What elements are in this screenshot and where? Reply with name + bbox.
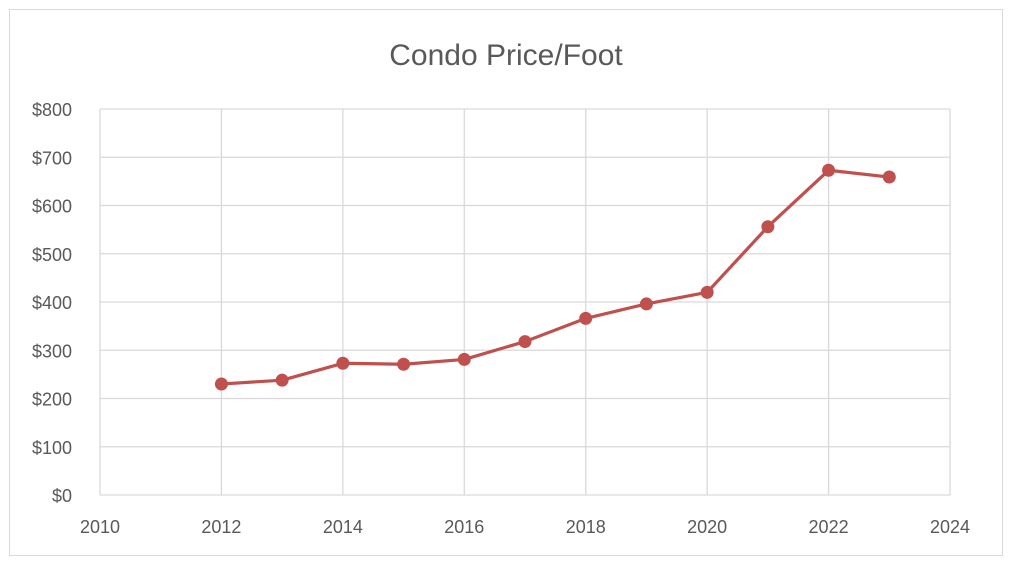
data-point <box>336 356 350 370</box>
y-tick-label: $100 <box>32 438 72 458</box>
data-point <box>761 220 775 234</box>
data-point <box>822 163 836 177</box>
y-tick-label: $300 <box>32 341 72 361</box>
series-line <box>221 168 890 386</box>
data-point <box>882 170 896 184</box>
data-point <box>579 311 593 325</box>
x-tick-label: 2020 <box>687 517 727 537</box>
y-tick-label: $800 <box>32 100 72 120</box>
data-point <box>397 357 411 371</box>
data-point <box>700 285 714 299</box>
data-point <box>214 377 228 391</box>
x-tick-label: 2014 <box>323 517 363 537</box>
data-point <box>457 352 471 366</box>
chart-frame <box>9 9 1003 556</box>
x-tick-label: 2022 <box>809 517 849 537</box>
x-tick-label: 2018 <box>566 517 606 537</box>
data-point <box>275 373 289 387</box>
y-tick-label: $200 <box>32 390 72 410</box>
y-tick-label: $600 <box>32 197 72 217</box>
chart-title: Condo Price/Foot <box>389 39 623 72</box>
x-tick-label: 2010 <box>80 517 120 537</box>
y-tick-label: $0 <box>52 486 72 506</box>
x-tick-label: 2024 <box>930 517 970 537</box>
data-point <box>639 297 653 311</box>
y-tick-label: $500 <box>32 245 72 265</box>
axis-ticks: $0 $100 $200 $300 $400 $500 $600 $700 $800 2010 20… <box>32 100 970 537</box>
y-tick-label: $400 <box>32 293 72 313</box>
gridlines <box>99 108 951 496</box>
data-point <box>518 335 532 349</box>
x-tick-label: 2012 <box>201 517 241 537</box>
y-tick-label: $700 <box>32 148 72 168</box>
series-layer <box>214 163 896 391</box>
x-tick-label: 2016 <box>444 517 484 537</box>
